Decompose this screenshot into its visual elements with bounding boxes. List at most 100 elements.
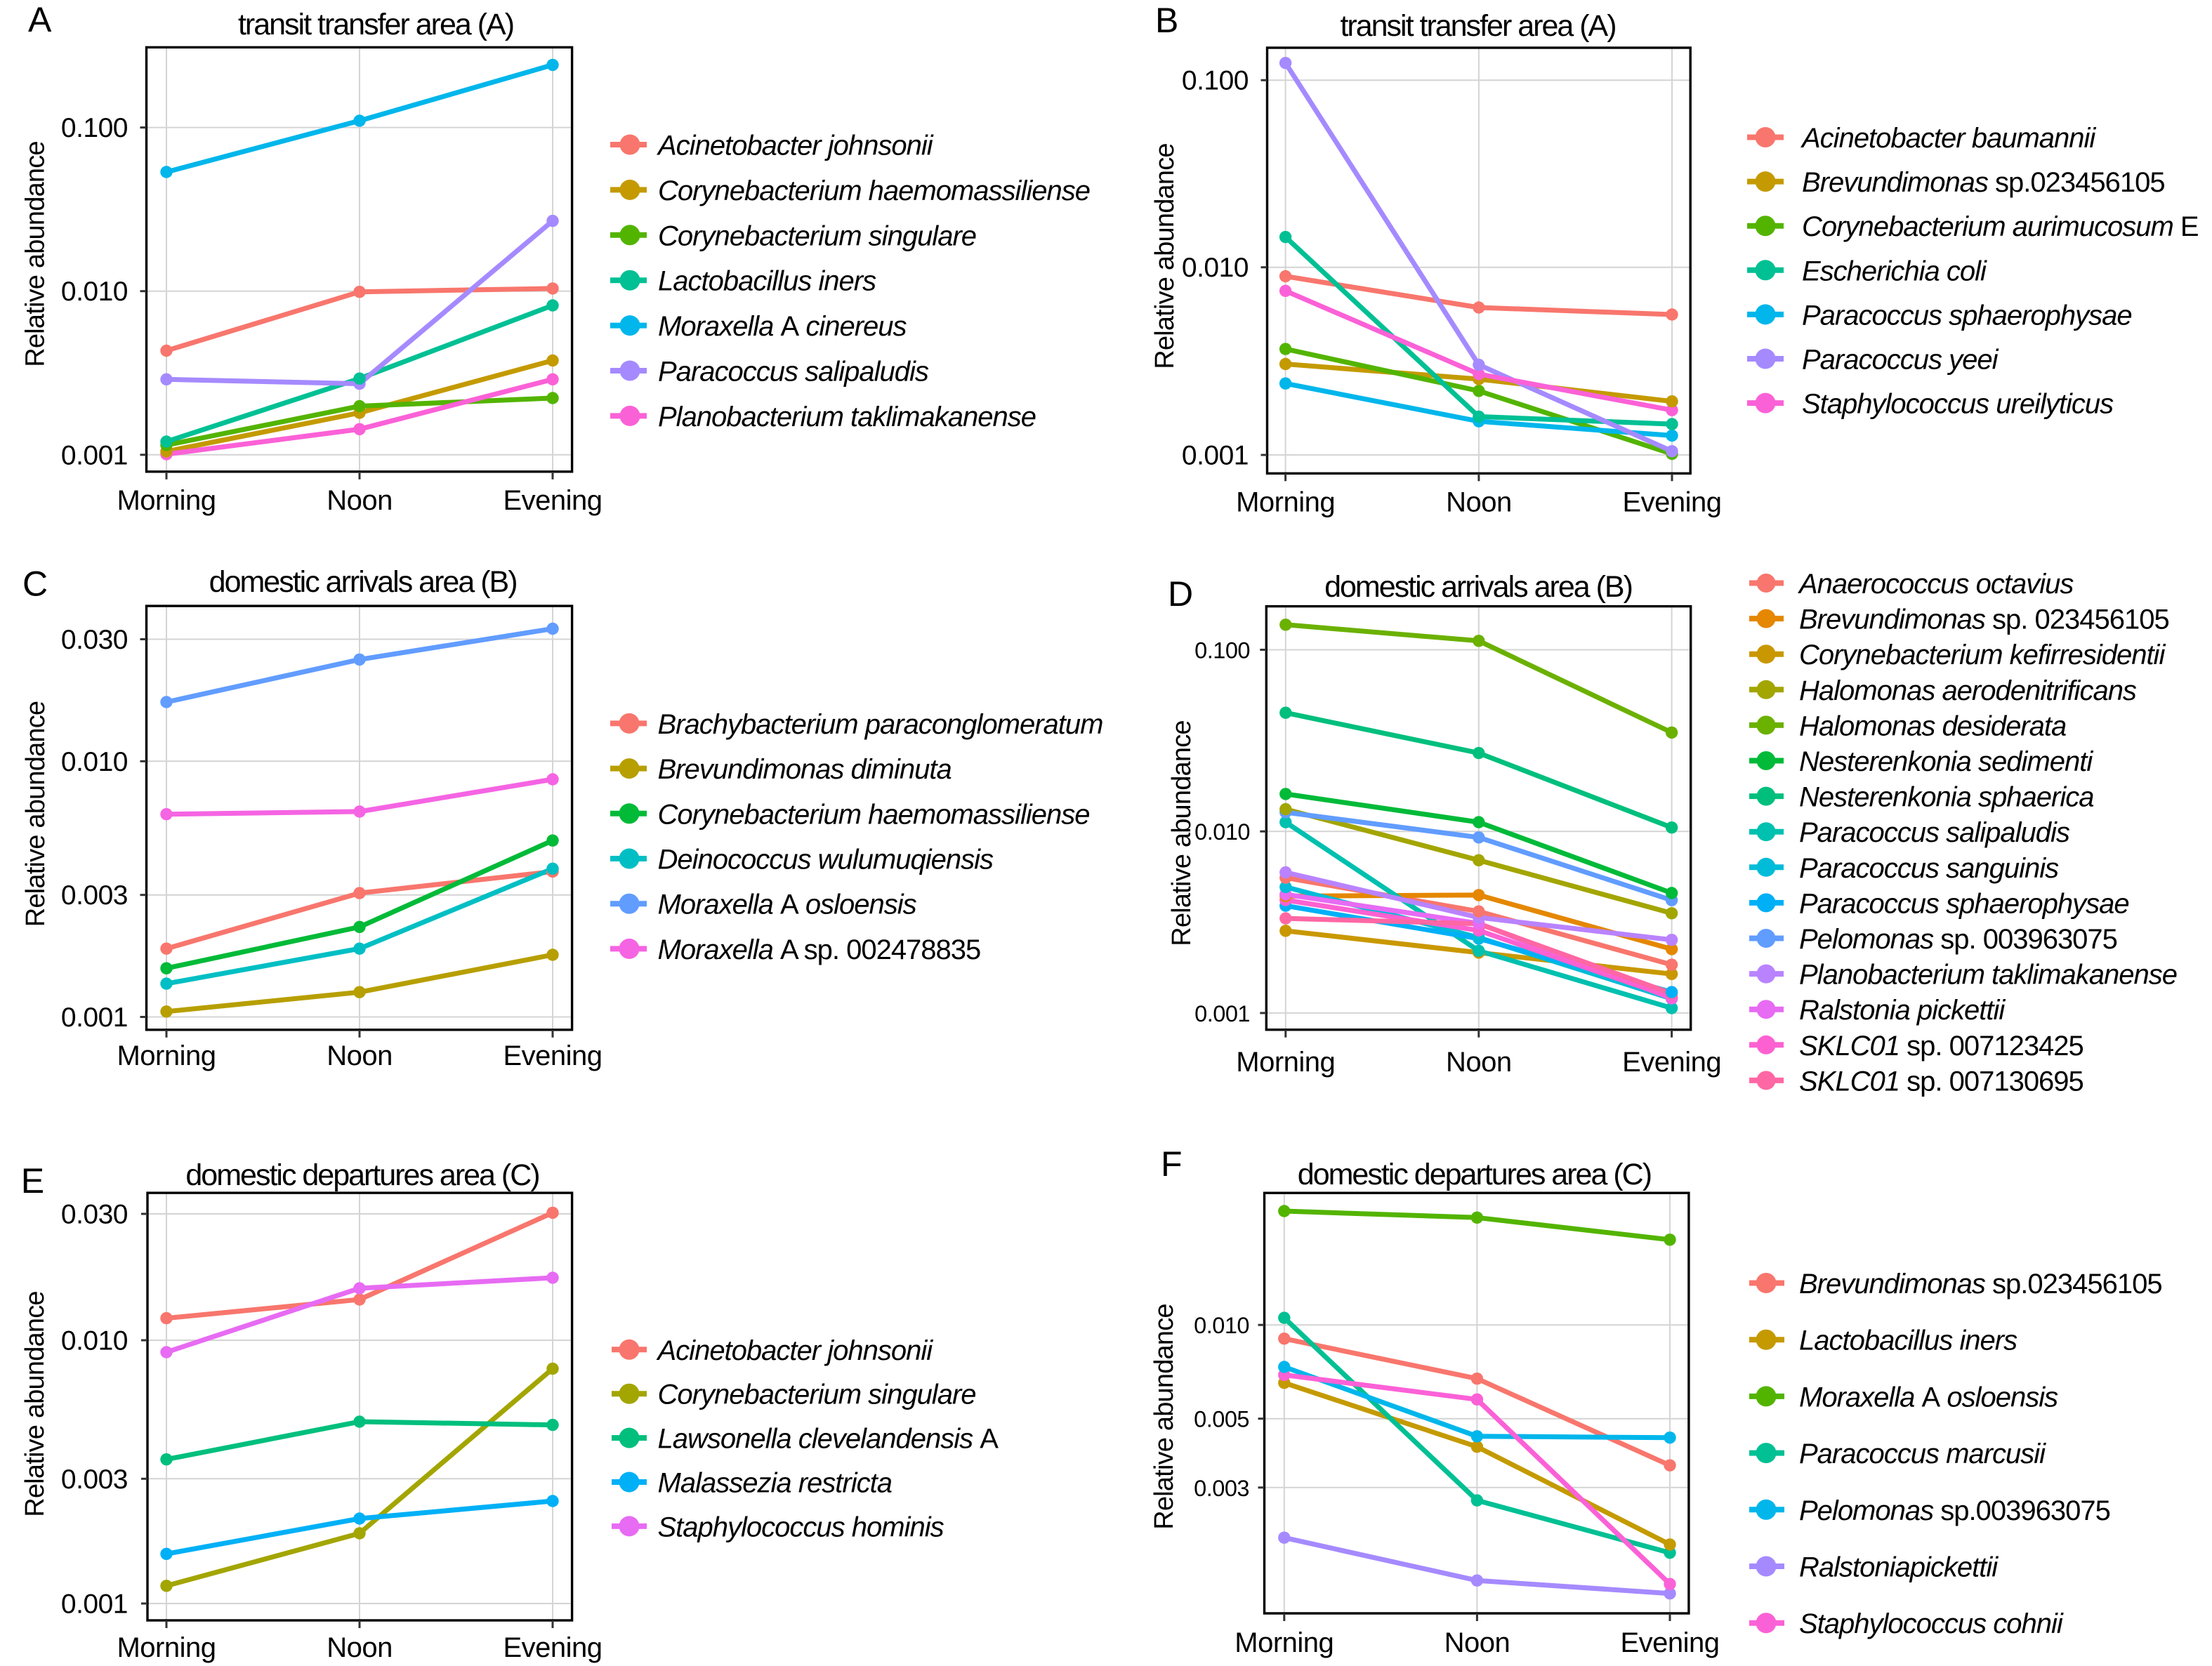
svg-text:Relative abundance: Relative abundance [21, 701, 51, 927]
svg-text:Corynebacterium singulare: Corynebacterium singulare [658, 220, 976, 251]
svg-text:Pelomonas sp. 003963075: Pelomonas sp. 003963075 [1799, 924, 2117, 955]
svg-text:Noon: Noon [1446, 487, 1512, 518]
svg-text:F: F [1161, 1144, 1183, 1184]
svg-text:Evening: Evening [503, 1040, 602, 1071]
svg-text:0.010: 0.010 [61, 277, 128, 307]
svg-text:Pelomonas sp.003963075: Pelomonas sp.003963075 [1799, 1495, 2110, 1526]
svg-text:Noon: Noon [1446, 1047, 1512, 1078]
svg-text:Lawsonella clevelandensis A: Lawsonella clevelandensis A [658, 1424, 999, 1455]
svg-text:0.001: 0.001 [61, 1589, 128, 1620]
svg-text:0.100: 0.100 [61, 113, 128, 143]
svg-text:Corynebacterium aurimucosum E: Corynebacterium aurimucosum E [1802, 211, 2199, 242]
svg-text:D: D [1168, 574, 1193, 614]
svg-text:Moraxella A osloensis: Moraxella A osloensis [658, 890, 917, 920]
svg-text:Noon: Noon [327, 1632, 393, 1663]
svg-text:Staphylococcus cohnii: Staphylococcus cohnii [1799, 1608, 2064, 1639]
svg-text:Moraxella A sp. 002478835: Moraxella A sp. 002478835 [658, 934, 981, 965]
svg-text:transit transfer area (A): transit transfer area (A) [238, 8, 513, 41]
svg-text:E: E [21, 1161, 44, 1201]
svg-text:Acinetobacter johnsonii: Acinetobacter johnsonii [657, 1335, 934, 1366]
svg-text:0.100: 0.100 [1194, 638, 1250, 663]
svg-text:Moraxella A osloensis: Moraxella A osloensis [1799, 1382, 2058, 1413]
svg-text:Staphylococcus ureilyticus: Staphylococcus ureilyticus [1802, 389, 2114, 420]
svg-text:Planobacterium taklimakanense: Planobacterium taklimakanense [1799, 960, 2177, 991]
svg-text:Escherichia coli: Escherichia coli [1802, 256, 1987, 286]
svg-text:Paracoccus marcusii: Paracoccus marcusii [1799, 1439, 2046, 1469]
svg-text:Morning: Morning [117, 1632, 216, 1663]
svg-text:Acinetobacter johnsonii: Acinetobacter johnsonii [657, 131, 934, 161]
svg-text:Paracoccus yeei: Paracoccus yeei [1802, 345, 1999, 376]
svg-text:Paracoccus sanguinis: Paracoccus sanguinis [1799, 853, 2059, 884]
svg-text:Ralstoniapickettii: Ralstoniapickettii [1799, 1552, 1999, 1583]
svg-text:0.001: 0.001 [61, 1003, 128, 1033]
svg-text:Staphylococcus hominis: Staphylococcus hominis [658, 1512, 944, 1542]
svg-text:0.010: 0.010 [61, 1326, 128, 1356]
svg-text:Halomonas desiderata: Halomonas desiderata [1799, 710, 2066, 741]
svg-text:Corynebacterium singulare: Corynebacterium singulare [658, 1380, 976, 1410]
svg-text:Brevundimonas sp.023456105: Brevundimonas sp.023456105 [1799, 1269, 2162, 1300]
svg-text:Morning: Morning [1236, 487, 1335, 518]
svg-text:Evening: Evening [1622, 487, 1721, 518]
svg-text:Evening: Evening [503, 485, 602, 516]
svg-text:Relative abundance: Relative abundance [1167, 720, 1197, 946]
svg-text:Morning: Morning [1236, 1047, 1335, 1078]
svg-text:0.003: 0.003 [61, 880, 128, 911]
svg-text:Brevundimonas diminuta: Brevundimonas diminuta [658, 754, 952, 785]
svg-text:Moraxella A cinereus: Moraxella A cinereus [658, 311, 907, 342]
svg-text:0.030: 0.030 [61, 625, 128, 655]
svg-text:0.100: 0.100 [1182, 66, 1249, 96]
svg-text:domestic arrivals area (B): domestic arrivals area (B) [1324, 570, 1632, 604]
svg-text:domestic departures area (C): domestic departures area (C) [185, 1158, 539, 1192]
svg-text:Brachybacterium paraconglomera: Brachybacterium paraconglomeratum [658, 709, 1103, 740]
svg-text:0.001: 0.001 [1182, 441, 1249, 471]
svg-text:domestic arrivals area (B): domestic arrivals area (B) [209, 565, 517, 599]
svg-text:C: C [22, 564, 48, 604]
svg-text:0.001: 0.001 [1194, 1001, 1250, 1026]
svg-text:Lactobacillus iners: Lactobacillus iners [1799, 1325, 2017, 1356]
svg-text:SKLC01 sp. 007123425: SKLC01 sp. 007123425 [1799, 1031, 2083, 1062]
svg-text:SKLC01 sp. 007130695: SKLC01 sp. 007130695 [1799, 1066, 2083, 1097]
svg-text:0.010: 0.010 [61, 747, 128, 777]
svg-text:Malassezia restricta: Malassezia restricta [658, 1468, 892, 1499]
svg-text:Acinetobacter baumannii: Acinetobacter baumannii [1800, 123, 2096, 154]
svg-text:0.005: 0.005 [1194, 1407, 1249, 1432]
svg-text:Relative abundance: Relative abundance [1150, 1304, 1179, 1530]
svg-text:A: A [28, 0, 52, 39]
svg-text:B: B [1155, 1, 1178, 40]
svg-text:Paracoccus salipaludis: Paracoccus salipaludis [658, 357, 929, 388]
svg-text:Morning: Morning [117, 1040, 216, 1071]
svg-text:Ralstonia pickettii: Ralstonia pickettii [1799, 995, 2006, 1026]
svg-text:Relative abundance: Relative abundance [21, 141, 51, 367]
svg-text:0.010: 0.010 [1194, 1313, 1249, 1338]
svg-text:transit transfer area (A): transit transfer area (A) [1340, 9, 1615, 43]
svg-text:Anaerococcus octavius: Anaerococcus octavius [1798, 569, 2074, 600]
svg-text:0.030: 0.030 [61, 1200, 128, 1230]
svg-text:Brevundimonas sp.023456105: Brevundimonas sp.023456105 [1802, 167, 2165, 198]
svg-text:0.010: 0.010 [1194, 819, 1250, 845]
svg-text:Nesterenkonia sphaerica: Nesterenkonia sphaerica [1799, 782, 2093, 813]
svg-text:Deinococcus wulumuqiensis: Deinococcus wulumuqiensis [658, 845, 994, 875]
svg-text:Corynebacterium kefirresidenti: Corynebacterium kefirresidentii [1799, 640, 2166, 670]
svg-text:Evening: Evening [1622, 1047, 1721, 1078]
svg-text:Evening: Evening [1620, 1627, 1719, 1658]
svg-text:Brevundimonas sp. 023456105: Brevundimonas sp. 023456105 [1799, 604, 2169, 635]
svg-text:Nesterenkonia sedimenti: Nesterenkonia sedimenti [1799, 746, 2093, 777]
svg-text:0.010: 0.010 [1182, 253, 1249, 283]
svg-text:Noon: Noon [1444, 1627, 1510, 1658]
svg-text:0.003: 0.003 [61, 1465, 128, 1495]
svg-text:Halomonas aerodenitrificans: Halomonas aerodenitrificans [1799, 675, 2137, 706]
svg-text:Lactobacillus iners: Lactobacillus iners [658, 266, 876, 297]
svg-text:Planobacterium taklimakanense: Planobacterium taklimakanense [658, 402, 1036, 432]
svg-text:Corynebacterium haemomassilien: Corynebacterium haemomassiliense [658, 176, 1090, 206]
svg-text:Paracoccus sphaerophysae: Paracoccus sphaerophysae [1799, 888, 2129, 919]
svg-text:Paracoccus salipaludis: Paracoccus salipaludis [1799, 817, 2070, 848]
svg-text:0.003: 0.003 [1194, 1476, 1249, 1501]
svg-text:Relative abundance: Relative abundance [1150, 143, 1180, 369]
svg-text:Noon: Noon [327, 1040, 393, 1071]
svg-text:Relative abundance: Relative abundance [20, 1291, 50, 1517]
svg-text:domestic departures area (C): domestic departures area (C) [1298, 1158, 1651, 1191]
svg-text:Morning: Morning [117, 485, 216, 516]
svg-text:Morning: Morning [1235, 1627, 1334, 1658]
svg-text:Paracoccus sphaerophysae: Paracoccus sphaerophysae [1802, 300, 2132, 331]
svg-text:0.001: 0.001 [61, 440, 128, 470]
